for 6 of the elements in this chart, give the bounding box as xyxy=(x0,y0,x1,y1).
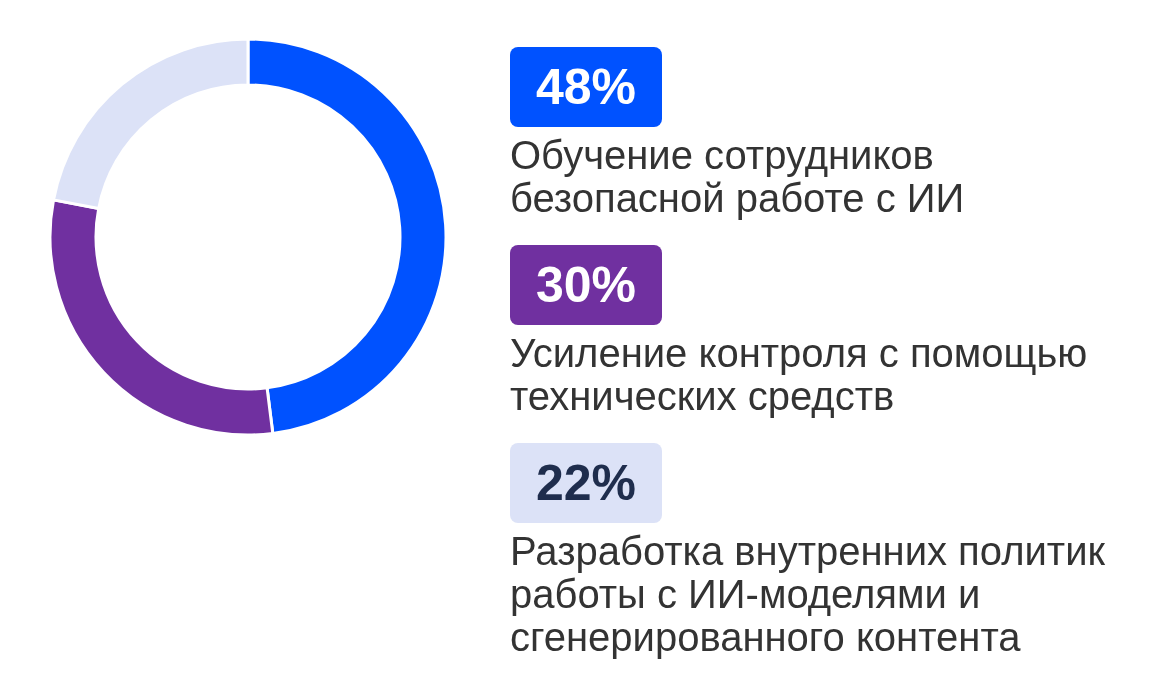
legend-label: Усиление контроля с помощью технических средств xyxy=(510,331,1088,418)
data-label: 48% xyxy=(535,59,637,115)
data-label: 30% xyxy=(535,257,637,313)
legend-label: Разработка внутренних политик работы с ИИ-моделями и сгенерированного контента xyxy=(510,529,1106,659)
data-label: 22% xyxy=(535,455,637,511)
legend-label: Обучение сотрудников безопасной работе с ИИ xyxy=(510,133,965,220)
